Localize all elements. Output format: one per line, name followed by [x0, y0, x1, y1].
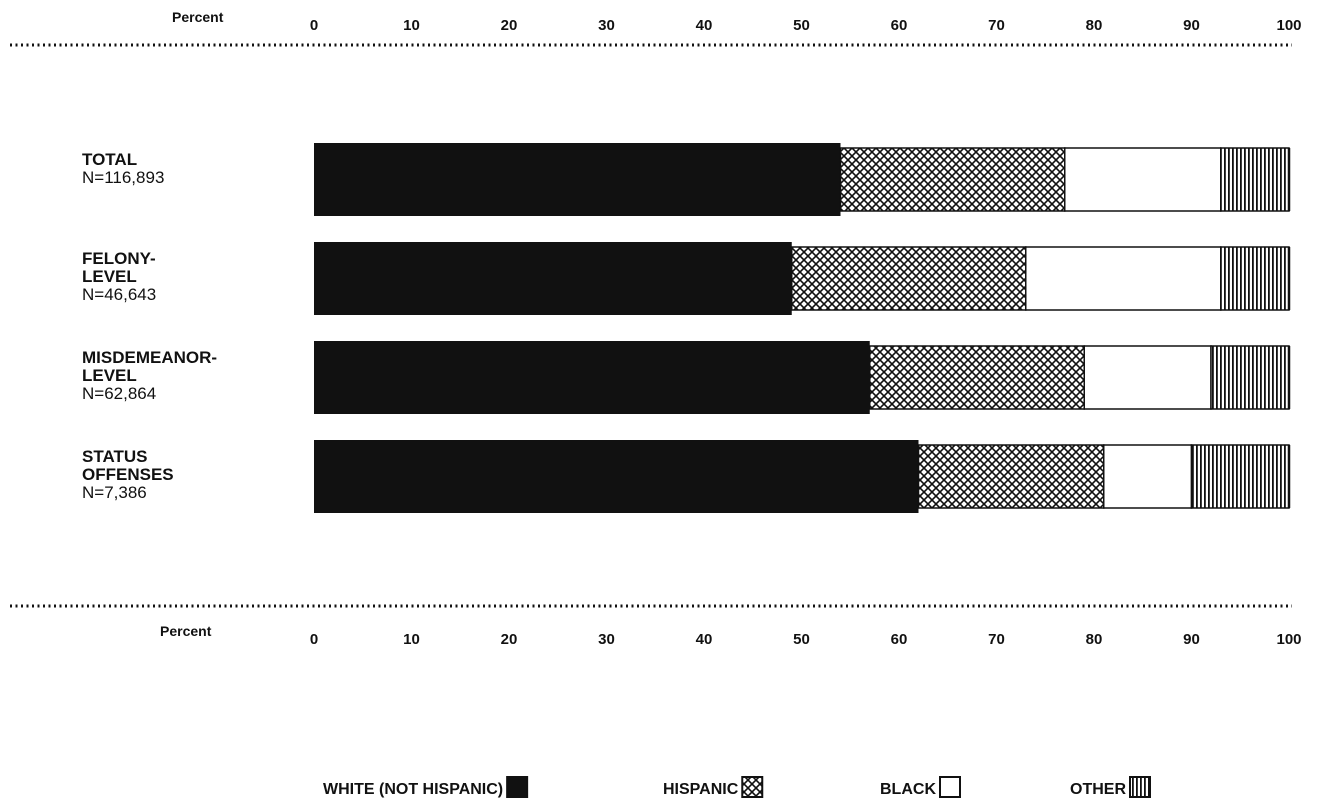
bottom-tick-label: 90	[1183, 631, 1200, 648]
category-count: N=7,386	[82, 483, 147, 502]
legend: WHITE (NOT HISPANIC) HISPANIC BLACK OTHER	[323, 776, 1151, 798]
legend-label: HISPANIC	[663, 781, 739, 798]
bar-segment	[314, 143, 841, 216]
bottom-tick-label: 0	[310, 631, 318, 648]
bottom-tick-label: 10	[403, 631, 420, 648]
category-label-line: MISDEMEANOR-	[82, 348, 217, 367]
bar-segment	[917, 444, 1105, 509]
top-tick-label: 80	[1086, 17, 1103, 34]
bar-segment	[314, 440, 919, 513]
top-tick-label: 40	[696, 17, 713, 34]
legend-item: OTHER	[1070, 776, 1151, 798]
bottom-axis-ticks: 0 10 20 30 40 50 60 70 80 90 100	[310, 631, 1302, 648]
category-label-line: OFFENSES	[82, 465, 174, 484]
legend-swatch	[506, 776, 529, 798]
legend-label: OTHER	[1070, 781, 1126, 798]
bar-segment	[869, 345, 1085, 410]
bar-segment	[1103, 444, 1193, 509]
category-count: N=62,864	[82, 384, 156, 403]
bottom-tick-label: 30	[598, 631, 615, 648]
bottom-axis-title: Percent	[160, 623, 212, 639]
bottom-tick-label: 20	[501, 631, 518, 648]
legend-item: WHITE (NOT HISPANIC)	[323, 776, 529, 798]
legend-label: BLACK	[880, 781, 936, 798]
top-tick-label: 0	[310, 17, 318, 34]
bars	[314, 143, 1291, 513]
bottom-axis: Percent 0 10 20 30 40 50 60 70 80 90 100	[10, 604, 1302, 648]
bar-segment	[1190, 444, 1290, 509]
bar-segment	[314, 242, 792, 315]
bar-segment	[1220, 147, 1290, 212]
legend-item: BLACK	[880, 776, 961, 798]
legend-swatch	[939, 776, 961, 798]
legend-item: HISPANIC	[663, 776, 764, 798]
category-count: N=46,643	[82, 285, 156, 304]
bar-segment	[1083, 345, 1212, 410]
legend-label: WHITE (NOT HISPANIC)	[323, 781, 503, 798]
bottom-tick-label: 40	[696, 631, 713, 648]
category-label-line: STATUS	[82, 447, 147, 466]
bottom-tick-label: 50	[793, 631, 810, 648]
bottom-tick-label: 70	[988, 631, 1005, 648]
category-label-line: LEVEL	[82, 267, 137, 286]
top-tick-label: 100	[1276, 17, 1301, 34]
bottom-tick-label: 60	[891, 631, 908, 648]
category-label-line: TOTAL	[82, 150, 137, 169]
top-tick-label: 90	[1183, 17, 1200, 34]
top-tick-label: 10	[403, 17, 420, 34]
bar-segment	[1025, 246, 1222, 311]
top-tick-label: 70	[988, 17, 1005, 34]
bottom-tick-label: 80	[1086, 631, 1103, 648]
bottom-tick-label: 100	[1276, 631, 1301, 648]
bar-segment	[314, 341, 870, 414]
top-axis-title: Percent	[172, 9, 224, 25]
legend-swatch	[741, 776, 764, 798]
top-axis-ticks: 0 10 20 30 40 50 60 70 80 90 100	[310, 17, 1302, 34]
bar-segment	[839, 147, 1066, 212]
top-tick-label: 60	[891, 17, 908, 34]
bar-segment	[791, 246, 1027, 311]
category-label-line: LEVEL	[82, 366, 137, 385]
top-tick-label: 50	[793, 17, 810, 34]
category-label-line: FELONY-	[82, 249, 156, 268]
bar-segment	[1220, 246, 1290, 311]
bar-segment	[1064, 147, 1222, 212]
bar-segment	[1210, 345, 1290, 410]
top-tick-label: 30	[598, 17, 615, 34]
top-axis: Percent 0 10 20 30 40 50 60 70 80 90 100	[10, 9, 1302, 47]
top-tick-label: 20	[501, 17, 518, 34]
category-labels: TOTALN=116,893FELONY-LEVELN=46,643MISDEM…	[82, 150, 217, 502]
category-count: N=116,893	[82, 168, 164, 187]
legend-swatch	[1129, 776, 1151, 798]
